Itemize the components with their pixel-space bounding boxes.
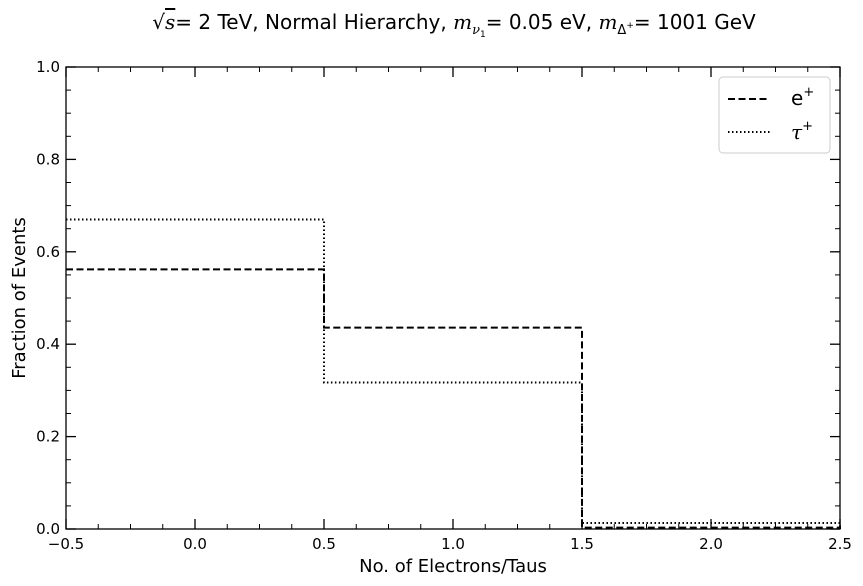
legend: e+ τ+ (718, 76, 831, 154)
title-delta-value: = 1001 GeV (634, 10, 756, 34)
title-nu-subscript: ν (472, 23, 480, 38)
legend-label-positron: e+ (791, 85, 814, 110)
legend-tau-superscript: + (802, 119, 813, 134)
plot-frame (65, 66, 841, 530)
y-tick-label: 0.6 (36, 243, 60, 261)
y-tick-label: 0.8 (36, 150, 60, 168)
series-tau-step-line (66, 218, 841, 529)
legend-positron-name: e (791, 86, 803, 110)
y-tick-label: 0.0 (36, 520, 60, 538)
y-axis-label: Fraction of Events (9, 217, 30, 379)
x-axis-ticks: −0.5 0.0 0.5 1.0 1.5 2.0 2.5 (48, 67, 852, 553)
title-nu-value: = 0.05 eV, (486, 10, 599, 34)
title-delta-subscript: Δ (617, 23, 626, 38)
y-tick-label: 1.0 (36, 58, 60, 76)
title-prefix: = 2 TeV, Normal Hierarchy, (175, 10, 453, 34)
title-nu-subsubscript: 1 (480, 30, 486, 40)
y-tick-label: 0.2 (36, 428, 60, 446)
x-tick-label: 0.0 (183, 535, 207, 553)
x-tick-label: 1.0 (441, 535, 465, 553)
y-axis-ticks: 0.0 0.2 0.4 0.6 0.8 1.0 (36, 58, 840, 538)
series-positron-step-line (66, 268, 841, 529)
legend-positron-superscript: + (803, 85, 814, 100)
histogram-series (66, 218, 841, 529)
x-tick-label: 1.5 (570, 535, 594, 553)
legend-box (718, 76, 831, 154)
title-s-symbol: s (165, 10, 175, 34)
chart-title: √s= 2 TeV, Normal Hierarchy, mν1= 0.05 e… (152, 10, 756, 40)
title-delta-superscript: + (626, 21, 634, 31)
x-tick-label: 2.0 (699, 535, 723, 553)
x-tick-label: −0.5 (48, 535, 84, 553)
title-m-nu-symbol: m (453, 10, 472, 34)
x-axis-label: No. of Electrons/Taus (359, 556, 547, 577)
x-tick-label: 2.5 (828, 535, 852, 553)
x-tick-label: 0.5 (312, 535, 336, 553)
legend-label-tau: τ+ (791, 119, 813, 144)
title-sqrt-sign: √ (152, 10, 165, 34)
y-tick-label: 0.4 (36, 335, 60, 353)
title-m-delta-symbol: m (598, 10, 617, 34)
legend-tau-name: τ (791, 120, 803, 144)
